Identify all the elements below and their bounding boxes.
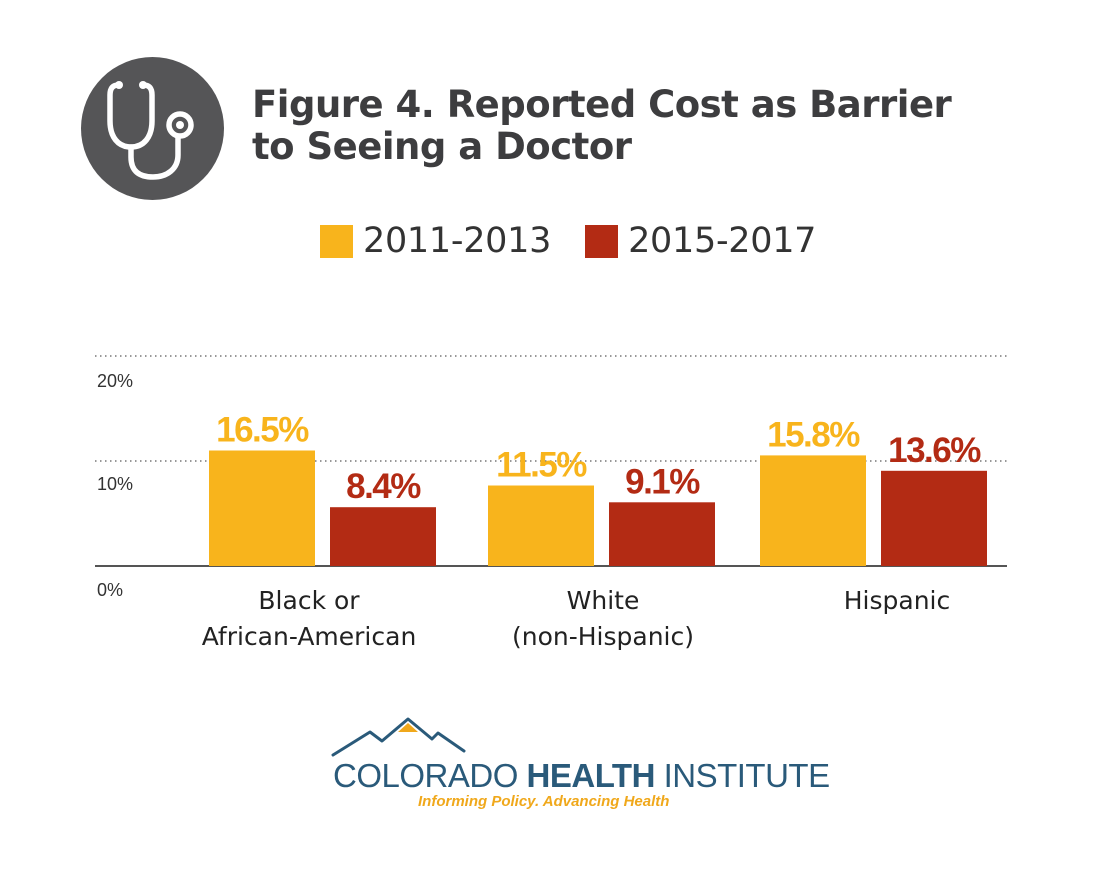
value-label-2015-2017-0: 8.4%: [346, 467, 421, 506]
legend-item-2011-2013: 2011-2013: [320, 221, 551, 261]
y-tick-label-20pct: 20%: [97, 371, 133, 391]
bar-2015-2017-0: [330, 507, 436, 566]
bar-2015-2017-1: [609, 502, 715, 566]
logo-org-name: COLORADO HEALTH INSTITUTE: [333, 757, 830, 795]
y-tick-label-10pct: 10%: [97, 474, 133, 494]
legend-swatch-2015-2017: [585, 224, 619, 258]
legend: 2011-2013 2015-2017: [320, 216, 816, 266]
value-label-2015-2017-1: 9.1%: [625, 462, 700, 501]
value-label-2011-2013-2: 15.8%: [767, 415, 860, 454]
chart-title-line-2: to Seeing a Doctor: [252, 125, 632, 168]
bar-2011-2013-2: [760, 455, 866, 566]
value-label-2011-2013-0: 16.5%: [216, 411, 309, 450]
logo-org-name-rest: INSTITUTE: [654, 757, 831, 794]
category-label-0-line-2: African-American: [202, 622, 417, 651]
logo-tagline: Informing Policy. Advancing Health: [418, 793, 670, 810]
chart-title-line-1: Figure 4. Reported Cost as Barrier: [252, 83, 952, 126]
legend-label-2011-2013: 2011-2013: [363, 221, 552, 261]
bar-2011-2013-0: [209, 450, 315, 566]
y-tick-label-0pct: 0%: [97, 580, 123, 600]
bar-2011-2013-1: [488, 485, 594, 566]
category-label-0-line-1: Black or: [258, 586, 360, 615]
logo-org-name-bold: HEALTH: [526, 757, 656, 794]
category-label-1-line-1: White: [567, 586, 640, 615]
bar-2015-2017-2: [881, 470, 987, 566]
legend-item-2015-2017: 2015-2017: [585, 221, 816, 261]
stethoscope-icon: [81, 57, 224, 200]
chart-title: Figure 4. Reported Cost as Barrier to Se…: [252, 84, 1012, 168]
value-label-2015-2017-2: 13.6%: [888, 431, 981, 470]
legend-label-2015-2017: 2015-2017: [628, 221, 817, 261]
category-label-2-line-1: Hispanic: [844, 586, 951, 615]
category-label-1-line-2: (non-Hispanic): [512, 622, 694, 651]
value-label-2011-2013-1: 11.5%: [496, 446, 587, 485]
legend-swatch-2011-2013: [320, 224, 353, 258]
colorado-health-institute-logo: [331, 717, 466, 757]
logo-org-name-light: COLORADO: [333, 757, 527, 794]
